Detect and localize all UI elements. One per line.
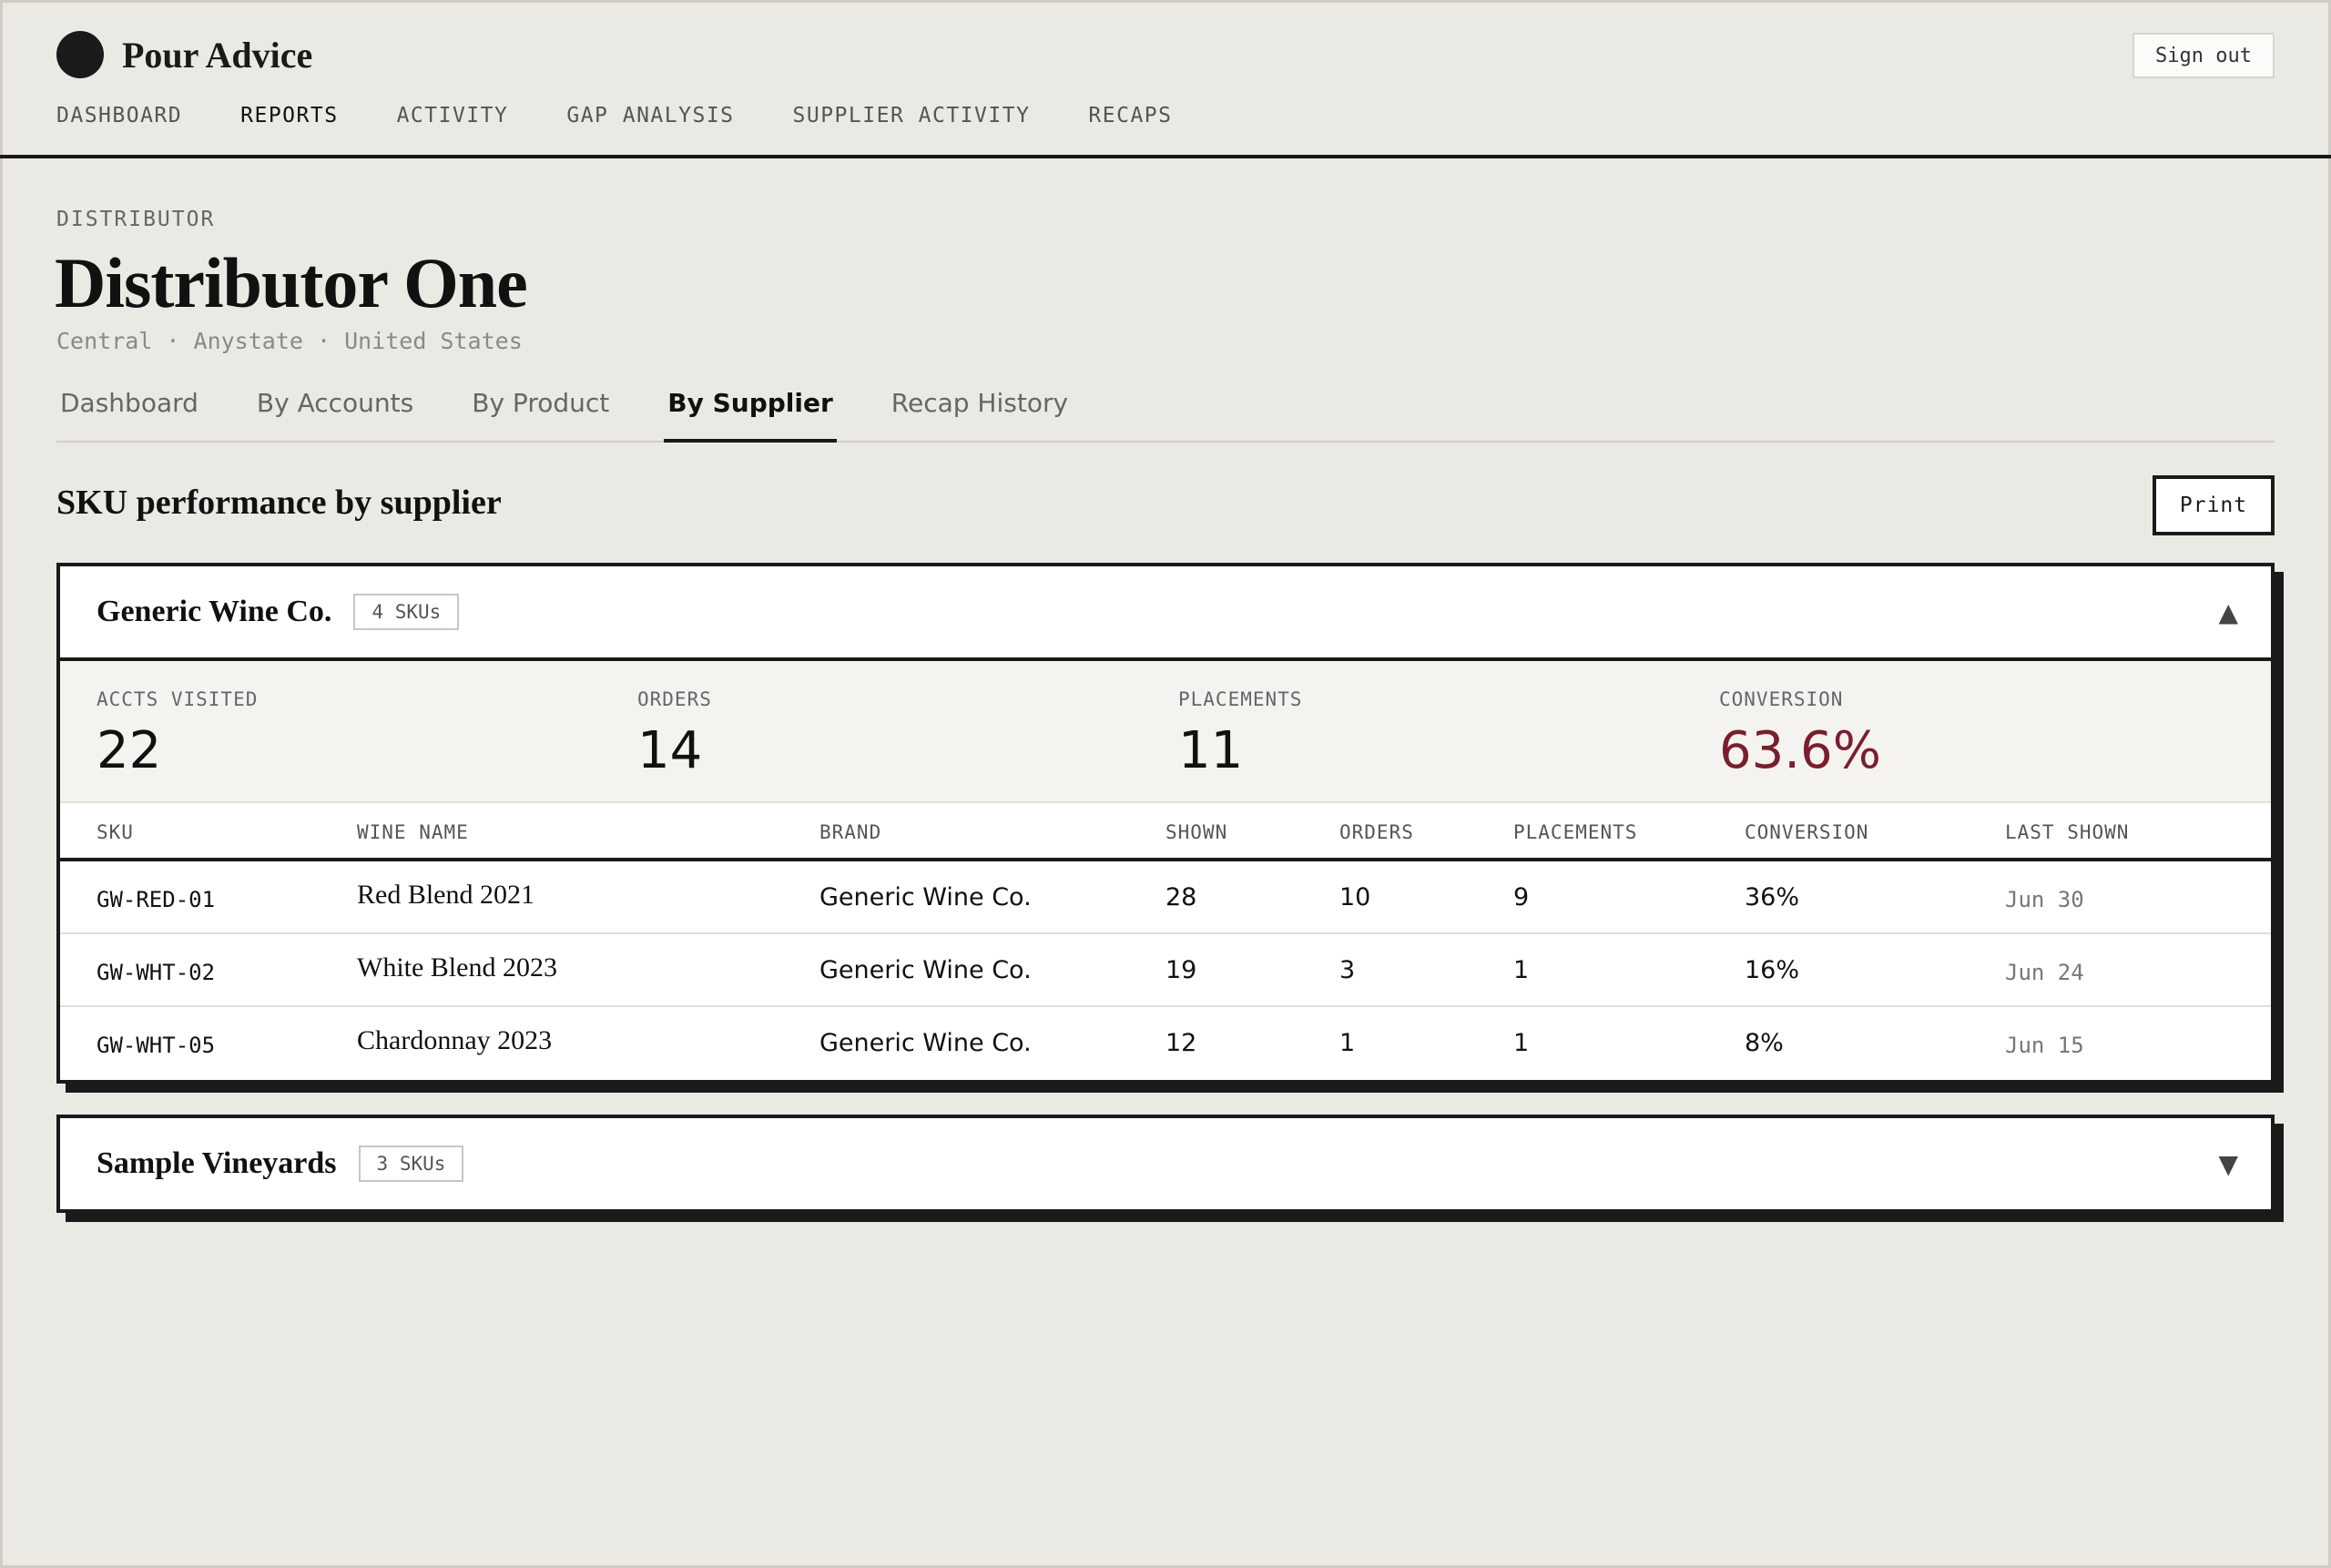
nav-activity[interactable]: ACTIVITY — [396, 104, 509, 127]
tab-by-accounts[interactable]: By Accounts — [256, 388, 414, 418]
cell-brand: Generic Wine Co. — [819, 1029, 1032, 1057]
nav-gap-analysis[interactable]: GAP ANALYSIS — [566, 104, 735, 127]
sku-count-badge: 4 SKUs — [353, 594, 460, 630]
cell-placements: 9 — [1513, 883, 1530, 911]
supplier-card-header[interactable]: Sample Vineyards 3 SKUs ▼ — [60, 1118, 2271, 1209]
col-shown[interactable]: SHOWN — [1166, 821, 1228, 843]
logo-icon — [56, 31, 104, 78]
brand[interactable]: Pour Advice — [56, 31, 312, 78]
stat-label: PLACEMENTS — [1178, 688, 1303, 710]
cell-sku: GW-WHT-02 — [97, 960, 216, 985]
cell-shown: 28 — [1166, 883, 1197, 911]
page-eyebrow: DISTRIBUTOR — [56, 208, 216, 231]
supplier-card-header[interactable]: Generic Wine Co. 4 SKUs ▲ — [60, 566, 2271, 657]
supplier-name: Generic Wine Co. — [97, 595, 332, 628]
supplier-card: Sample Vineyards 3 SKUs ▼ — [56, 1115, 2275, 1213]
cell-conversion: 16% — [1745, 956, 1800, 984]
distributor-location: Central · Anystate · United States — [56, 328, 523, 354]
cell-last-shown: Jun 15 — [2005, 1033, 2084, 1058]
stat-value: 14 — [637, 721, 703, 780]
stat-label: ORDERS — [637, 688, 712, 710]
col-sku[interactable]: SKU — [97, 821, 134, 843]
expand-icon[interactable]: ▼ — [2218, 1149, 2238, 1179]
cell-sku: GW-WHT-05 — [97, 1033, 216, 1058]
nav-dashboard[interactable]: DASHBOARD — [56, 104, 183, 127]
stat-value: 11 — [1178, 721, 1244, 780]
top-bar: Pour Advice Sign out DASHBOARD REPORTS A… — [0, 0, 2331, 158]
stat-label: ACCTS VISITED — [97, 688, 259, 710]
nav-supplier-activity[interactable]: SUPPLIER ACTIVITY — [792, 104, 1031, 127]
stat-value: 22 — [97, 721, 162, 780]
cell-last-shown: Jun 30 — [2005, 887, 2084, 912]
cell-last-shown: Jun 24 — [2005, 960, 2084, 985]
stat-accounts-visited: ACCTS VISITED 22 — [97, 688, 258, 780]
cell-orders: 3 — [1339, 956, 1356, 984]
page-title: Distributor One — [55, 243, 528, 322]
cell-orders: 1 — [1339, 1029, 1356, 1057]
cell-shown: 19 — [1166, 956, 1197, 984]
collapse-icon[interactable]: ▲ — [2218, 597, 2238, 627]
tab-by-product[interactable]: By Product — [472, 388, 610, 418]
report-tabs: Dashboard By Accounts By Product By Supp… — [56, 379, 2275, 443]
stat-orders: ORDERS 14 — [637, 688, 712, 780]
cell-placements: 1 — [1513, 1029, 1530, 1057]
cell-wine-name: White Blend 2023 — [357, 952, 557, 983]
main-nav: DASHBOARD REPORTS ACTIVITY GAP ANALYSIS … — [56, 100, 1231, 158]
cell-placements: 1 — [1513, 956, 1530, 984]
cell-wine-name: Red Blend 2021 — [357, 880, 534, 910]
tab-dashboard[interactable]: Dashboard — [60, 388, 198, 418]
cell-wine-name: Chardonnay 2023 — [357, 1025, 553, 1055]
table-row[interactable]: GW-WHT-05 Chardonnay 2023 Generic Wine C… — [60, 1007, 2271, 1080]
stat-conversion: CONVERSION 63.6% — [1719, 688, 1881, 780]
cell-conversion: 8% — [1745, 1029, 1784, 1057]
cell-sku: GW-RED-01 — [97, 887, 216, 912]
supplier-stats: ACCTS VISITED 22 ORDERS 14 PLACEMENTS 11… — [60, 657, 2271, 803]
tab-recap-history[interactable]: Recap History — [891, 388, 1069, 418]
section-title: SKU performance by supplier — [56, 484, 502, 522]
table-row[interactable]: GW-RED-01 Red Blend 2021 Generic Wine Co… — [60, 861, 2271, 934]
table-row[interactable]: GW-WHT-02 White Blend 2023 Generic Wine … — [60, 934, 2271, 1007]
stat-label: CONVERSION — [1719, 688, 1844, 710]
sign-out-button[interactable]: Sign out — [2133, 33, 2275, 78]
stat-value: 63.6% — [1719, 721, 1881, 780]
app-name: Pour Advice — [122, 34, 313, 76]
print-button[interactable]: Print — [2153, 475, 2275, 535]
supplier-card: Generic Wine Co. 4 SKUs ▲ ACCTS VISITED … — [56, 563, 2275, 1084]
stat-placements: PLACEMENTS 11 — [1178, 688, 1302, 780]
col-brand[interactable]: BRAND — [819, 821, 882, 843]
cell-orders: 10 — [1339, 883, 1371, 911]
col-last-shown[interactable]: LAST SHOWN — [2005, 821, 2130, 843]
supplier-name: Sample Vineyards — [97, 1146, 337, 1180]
col-wine-name[interactable]: WINE NAME — [357, 821, 469, 843]
col-conversion[interactable]: CONVERSION — [1745, 821, 1869, 843]
table-header: SKU WINE NAME BRAND SHOWN ORDERS PLACEME… — [60, 803, 2271, 861]
col-placements[interactable]: PLACEMENTS — [1513, 821, 1638, 843]
sku-count-badge: 3 SKUs — [358, 1145, 464, 1182]
nav-reports[interactable]: REPORTS — [240, 100, 340, 158]
col-orders[interactable]: ORDERS — [1339, 821, 1414, 843]
nav-recaps[interactable]: RECAPS — [1088, 104, 1173, 127]
cell-conversion: 36% — [1745, 883, 1800, 911]
tab-by-supplier[interactable]: By Supplier — [664, 379, 837, 443]
cell-brand: Generic Wine Co. — [819, 956, 1032, 984]
cell-brand: Generic Wine Co. — [819, 883, 1032, 911]
cell-shown: 12 — [1166, 1029, 1197, 1057]
